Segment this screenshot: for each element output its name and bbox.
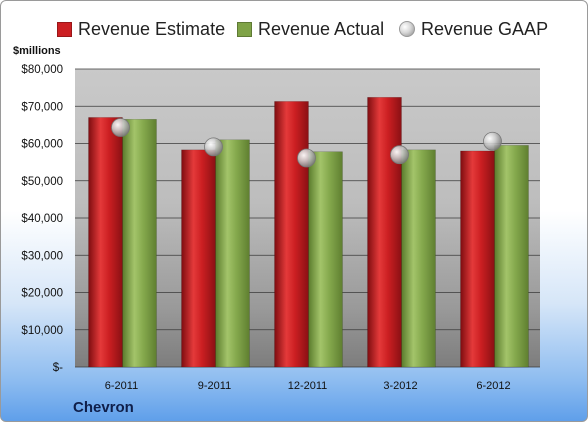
x-axis-ticks: 6-2011 9-2011 12-2011 3-2012 6-2012	[105, 380, 511, 392]
bar-revenue-actual	[401, 149, 436, 368]
y-tick-label: $60,000	[21, 139, 63, 151]
bar-revenue-estimate	[181, 149, 216, 368]
bar-revenue-estimate	[88, 117, 123, 368]
bar-marks	[88, 97, 529, 368]
marker-revenue-gaap	[483, 131, 502, 151]
legend-item-revenue-actual: Revenue Actual	[237, 17, 384, 41]
bar-revenue-estimate	[367, 97, 402, 368]
marker-revenue-gaap	[390, 145, 409, 165]
y-tick-label: $70,000	[21, 101, 63, 113]
bar-revenue-actual	[215, 139, 250, 368]
legend-label-revenue-estimate: Revenue Estimate	[78, 18, 226, 39]
x-tick-label: 3-2012	[383, 380, 417, 392]
marker-revenue-gaap	[297, 148, 316, 168]
legend-label-revenue-actual: Revenue Actual	[258, 18, 385, 39]
legend-swatch-revenue-gaap	[399, 21, 415, 37]
bar-revenue-actual	[494, 145, 529, 368]
x-tick-label: 12-2011	[288, 380, 328, 392]
x-tick-label: 9-2011	[198, 380, 231, 392]
legend-swatch-revenue-actual	[237, 21, 252, 37]
y-axis-unit-label: $millions	[13, 45, 61, 57]
company-label: Chevron	[73, 399, 134, 416]
y-tick-label: $40,000	[21, 213, 63, 225]
x-tick-label: 6-2011	[105, 380, 138, 392]
legend-item-revenue-estimate: Revenue Estimate	[57, 17, 225, 41]
y-tick-label: $50,000	[21, 176, 63, 188]
y-tick-label: $20,000	[21, 288, 63, 300]
y-tick-label: $10,000	[21, 325, 63, 337]
bar-revenue-estimate	[460, 150, 495, 368]
bar-revenue-actual	[308, 151, 343, 368]
marker-revenue-gaap	[111, 118, 130, 137]
gaap-markers	[111, 118, 502, 168]
y-tick-label: $30,000	[21, 250, 63, 262]
marker-revenue-gaap	[204, 137, 223, 157]
y-tick-label: $80,000	[21, 64, 63, 76]
bar-revenue-estimate	[274, 101, 309, 368]
x-tick-label: 6-2012	[476, 380, 510, 392]
legend-swatch-revenue-estimate	[57, 21, 72, 37]
y-tick-label: $-	[53, 362, 63, 374]
legend-item-revenue-gaap: Revenue GAAP	[399, 17, 548, 41]
chart-legend: Revenue Estimate Revenue Actual Revenue …	[1, 17, 587, 41]
y-axis-ticks: $- $10,000 $20,000 $30,000 $40,000 $50,000 $60…	[21, 64, 63, 374]
bar-revenue-actual	[122, 119, 157, 368]
legend-label-revenue-gaap: Revenue GAAP	[421, 18, 549, 39]
